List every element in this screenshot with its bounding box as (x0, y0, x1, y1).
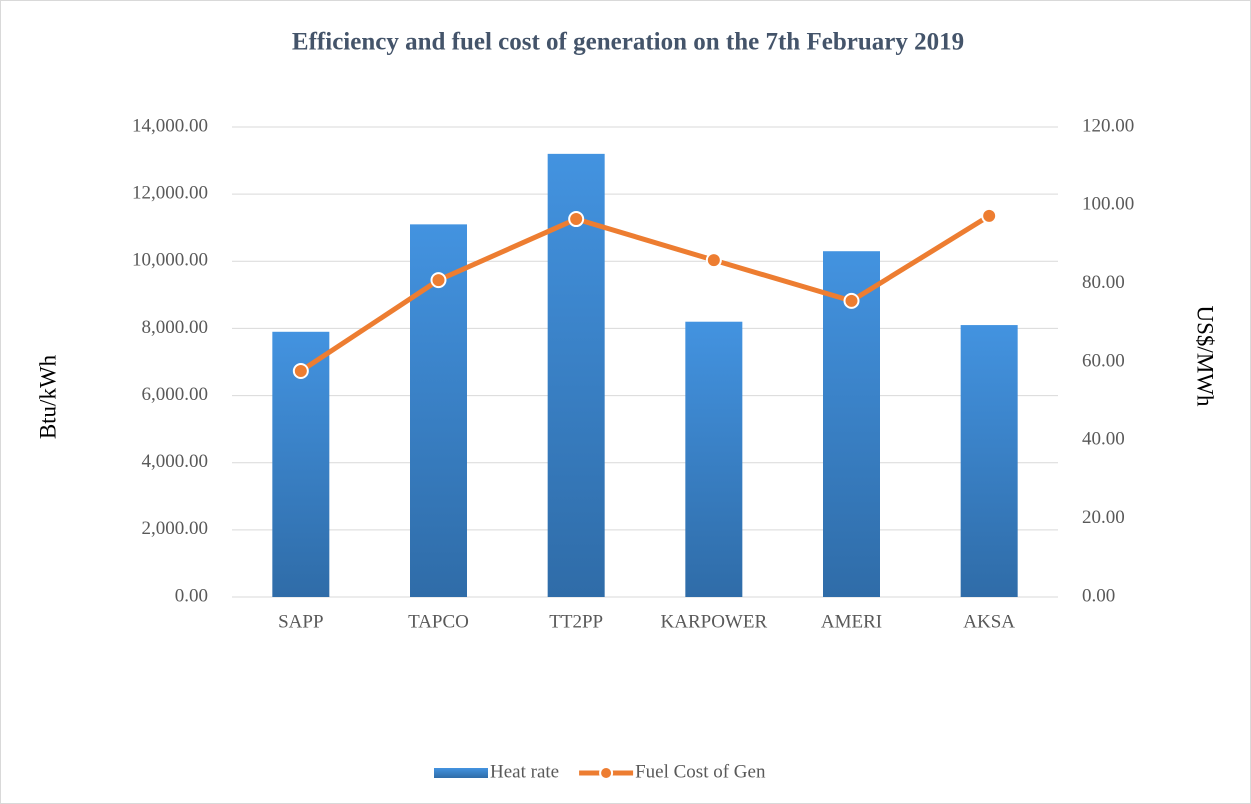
line-marker (705, 252, 722, 269)
y2-tick-label: 60.00 (1082, 350, 1125, 371)
line-marker (981, 207, 998, 224)
line-marker (430, 272, 447, 289)
x-tick-label: AKSA (963, 611, 1015, 632)
line-marker (292, 363, 309, 380)
x-tick-label: AMERI (821, 611, 882, 632)
line-marker (843, 292, 860, 309)
line-marker (568, 211, 585, 228)
y-tick-label: 8,000.00 (142, 317, 209, 338)
y-tick-label: 10,000.00 (132, 250, 208, 271)
y-tick-label: 14,000.00 (132, 115, 208, 136)
x-tick-label: KARPOWER (661, 611, 768, 632)
y2-axis-label: US$/MWh (1193, 306, 1218, 407)
y2-tick-label: 120.00 (1082, 115, 1134, 136)
legend-label: Fuel Cost of Gen (635, 761, 766, 782)
bar (960, 325, 1018, 597)
y2-tick-label: 100.00 (1082, 194, 1134, 215)
x-tick-label: TT2PP (549, 611, 603, 632)
y-tick-label: 2,000.00 (142, 518, 209, 539)
legend-swatch (434, 768, 488, 778)
y-tick-label: 0.00 (175, 585, 208, 606)
y2-tick-label: 0.00 (1082, 585, 1115, 606)
chart-title: Efficiency and fuel cost of generation o… (292, 29, 964, 56)
x-tick-label: TAPCO (408, 611, 469, 632)
legend-marker (599, 766, 614, 780)
y-axis-label: Btu/kWh (35, 354, 60, 439)
legend-label: Heat rate (490, 761, 559, 782)
y-tick-label: 4,000.00 (142, 451, 209, 472)
bar (685, 321, 743, 597)
y-tick-label: 12,000.00 (132, 183, 208, 204)
y2-tick-label: 80.00 (1082, 272, 1125, 293)
y2-tick-label: 40.00 (1082, 429, 1125, 450)
x-tick-label: SAPP (278, 611, 323, 632)
line (299, 213, 991, 374)
y-tick-label: 6,000.00 (142, 384, 209, 405)
y2-tick-label: 20.00 (1082, 507, 1125, 528)
